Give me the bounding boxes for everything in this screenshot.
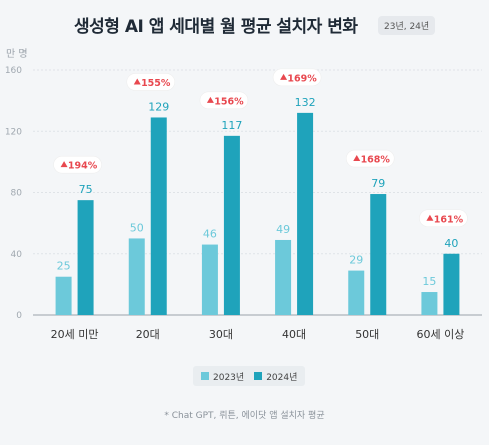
- chart-legend: 2023년 2024년: [193, 366, 306, 386]
- growth-label: 155%: [141, 78, 171, 89]
- value-label-2024: 132: [295, 96, 316, 109]
- bar-2024: [443, 253, 460, 315]
- bar-chart: 0 40 80 120 160 25 75 194% 20세 미만 50 129 155% 20대 46 1…: [5, 66, 482, 341]
- bar-2024: [297, 112, 314, 315]
- value-label-2023: 15: [422, 275, 436, 288]
- value-label-2024: 75: [79, 183, 93, 196]
- bar-2023: [55, 276, 72, 315]
- up-arrow-icon: [353, 155, 361, 162]
- category-label: 20대: [136, 328, 160, 341]
- unit-label: 만 명: [6, 49, 28, 60]
- growth-badge: [272, 68, 322, 87]
- value-label-2023: 50: [130, 221, 144, 234]
- category-label: 20세 미만: [51, 328, 99, 341]
- up-arrow-icon: [60, 161, 68, 168]
- value-label-2024: 79: [371, 177, 385, 190]
- value-label-2023: 46: [203, 228, 217, 241]
- chart-title: 생성형 AI 앱 세대별 월 평균 설치자 변화: [74, 17, 358, 37]
- growth-badge: [53, 155, 102, 174]
- y-tick-label: 120: [5, 127, 22, 137]
- bar-2023: [421, 292, 438, 315]
- title-row: 생성형 AI 앱 세대별 월 평균 설치자 변화 23년, 24년: [0, 12, 489, 42]
- legend-label-2023: 2023년: [213, 372, 245, 383]
- growth-label: 168%: [361, 155, 391, 166]
- bar-2023: [128, 238, 145, 315]
- up-arrow-icon: [426, 214, 434, 221]
- growth-badge: [199, 91, 249, 110]
- category-label: 50대: [355, 328, 379, 341]
- up-arrow-icon: [206, 96, 214, 103]
- value-label-2023: 25: [57, 260, 71, 273]
- y-tick-label: 160: [5, 66, 22, 76]
- growth-badge: [345, 149, 395, 168]
- footnote: * Chat GPT, 뤼튼, 에이닷 앱 설치자 평균: [164, 411, 325, 421]
- y-tick-label: 40: [11, 250, 23, 260]
- up-arrow-icon: [280, 73, 288, 80]
- growth-label: 161%: [434, 214, 464, 225]
- growth-label: 194%: [68, 161, 98, 172]
- category-label: 40대: [282, 328, 306, 341]
- bar-2024: [223, 135, 240, 315]
- bar-2023: [201, 244, 218, 315]
- bar-2023: [348, 270, 365, 315]
- y-tick-label: 0: [16, 311, 22, 321]
- legend-label-2024: 2024년: [266, 372, 298, 383]
- bar-2023: [275, 239, 292, 315]
- value-label-2023: 29: [349, 254, 363, 267]
- legend-item-2023: 2023년: [201, 370, 244, 383]
- category-label: 60세 이상: [416, 328, 464, 341]
- legend-swatch-2024: [254, 372, 263, 380]
- value-label-2023: 49: [276, 223, 290, 236]
- y-tick-label: 80: [11, 189, 23, 199]
- bar-2024: [370, 194, 387, 315]
- growth-badge: [126, 73, 176, 91]
- value-label-2024: 129: [148, 100, 169, 113]
- category-label: 30대: [209, 328, 233, 341]
- value-label-2024: 117: [221, 119, 242, 132]
- growth-label: 169%: [287, 73, 317, 84]
- value-label-2024: 40: [444, 237, 458, 250]
- growth-badge: [419, 209, 468, 228]
- growth-label: 156%: [214, 96, 244, 107]
- legend-item-2024: 2024년: [254, 370, 297, 383]
- bar-2024: [150, 117, 167, 315]
- legend-swatch-2023: [201, 372, 209, 380]
- up-arrow-icon: [133, 78, 141, 85]
- period-badge: 23년, 24년: [378, 16, 436, 35]
- bar-2024: [77, 200, 94, 315]
